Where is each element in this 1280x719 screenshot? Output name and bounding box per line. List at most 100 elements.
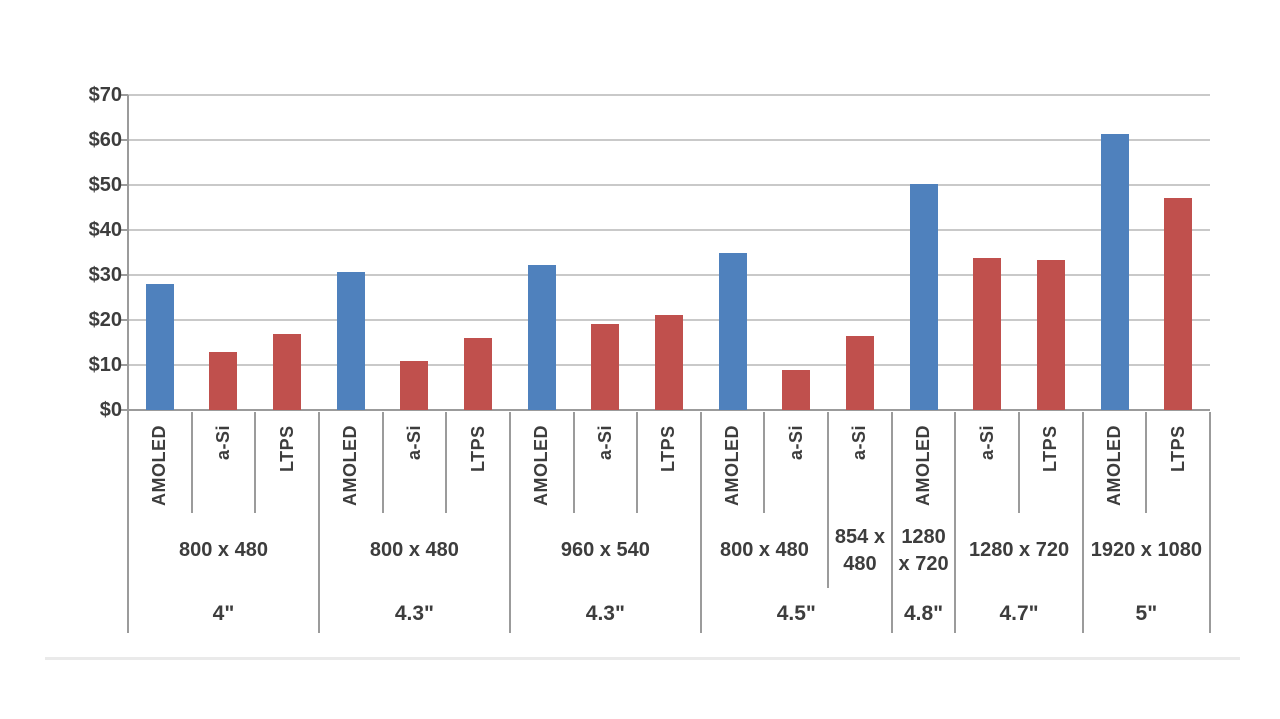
tech-label: a-Si: [764, 413, 828, 513]
bar-amoled: [909, 183, 938, 410]
category-separator-line: [763, 412, 766, 513]
bar-asi: [591, 323, 620, 410]
resolution-label: 800 x 480: [369, 539, 459, 561]
grid-line: [128, 229, 1210, 231]
bar-amoled: [1100, 133, 1129, 410]
tech-label: LTPS: [637, 413, 701, 513]
grid-line: [128, 274, 1210, 276]
tech-label-text: LTPS: [467, 425, 488, 472]
category-separator-line: [572, 412, 575, 513]
resolution-label: 1280 x 720: [968, 539, 1070, 561]
tech-label: LTPS: [1019, 413, 1083, 513]
tech-label-text: AMOLED: [722, 425, 743, 506]
tech-label-text: a-Si: [785, 425, 806, 461]
tech-label-text: a-Si: [212, 425, 233, 461]
artifact-line: [45, 657, 1240, 660]
tech-label-text: AMOLED: [531, 425, 552, 506]
resolution-label: 854 x 480: [834, 525, 885, 575]
y-axis-label: $40: [88, 219, 122, 241]
tech-label-text: AMOLED: [913, 425, 934, 506]
category-separator-line: [699, 412, 702, 633]
category-separator-line: [890, 412, 893, 633]
tech-label-text: LTPS: [658, 425, 679, 472]
tech-label: AMOLED: [128, 413, 192, 513]
tech-label: AMOLED: [510, 413, 574, 513]
resolution-label: 960 x 540: [560, 539, 650, 561]
category-separator-line: [1081, 412, 1084, 633]
category-separator-line: [636, 412, 639, 513]
size-label: 5": [1135, 602, 1158, 625]
y-axis-label: $10: [88, 354, 122, 376]
category-separator-line: [381, 412, 384, 513]
y-axis-tick: [120, 274, 128, 276]
category-separator-line: [317, 412, 320, 633]
category-separator-line: [827, 412, 830, 588]
resolution-label: 1280 x 720: [898, 525, 949, 575]
bar-ltps: [655, 314, 683, 410]
tech-label: LTPS: [446, 413, 510, 513]
y-axis-tick: [120, 364, 128, 366]
bar-asi: [209, 351, 238, 410]
y-axis-label: $60: [88, 129, 122, 151]
tech-label: a-Si: [955, 413, 1019, 513]
tech-label-text: LTPS: [276, 425, 297, 472]
size-label: 4.3": [585, 602, 625, 625]
tech-label: LTPS: [1146, 413, 1210, 513]
size-label: 4": [212, 602, 235, 625]
bar-asi: [973, 257, 1002, 410]
bar-ltps: [1036, 260, 1065, 410]
category-separator-line: [1209, 412, 1211, 633]
category-separator-line: [1145, 412, 1148, 513]
y-axis-line: [127, 95, 129, 633]
bar-amoled: [145, 284, 174, 410]
y-axis-label: $20: [88, 309, 122, 331]
y-axis-tick: [120, 139, 128, 141]
tech-label: LTPS: [255, 413, 319, 513]
grid-line: [128, 94, 1210, 96]
tech-label: a-Si: [383, 413, 447, 513]
bar-amoled: [336, 272, 365, 410]
size-label: 4.7": [999, 602, 1039, 625]
tech-label: AMOLED: [319, 413, 383, 513]
y-axis-tick: [120, 184, 128, 186]
tech-label-text: a-Si: [594, 425, 615, 461]
category-separator-line: [445, 412, 448, 513]
y-axis-tick: [120, 94, 128, 96]
tech-label-text: AMOLED: [149, 425, 170, 506]
category-separator-line: [254, 412, 257, 513]
tech-label: a-Si: [828, 413, 892, 513]
tech-label: AMOLED: [892, 413, 956, 513]
tech-label-text: a-Si: [849, 425, 870, 461]
tech-label: AMOLED: [1083, 413, 1147, 513]
resolution-label: 800 x 480: [719, 539, 809, 561]
tech-label-text: a-Si: [976, 425, 997, 461]
y-axis-label: $0: [99, 399, 122, 421]
size-label: 4.5": [776, 602, 816, 625]
tech-label-text: a-Si: [403, 425, 424, 461]
tech-label: a-Si: [574, 413, 638, 513]
size-label: 4.8": [903, 602, 944, 625]
grid-line: [128, 139, 1210, 141]
category-separator-line: [190, 412, 193, 513]
resolution-label: 800 x 480: [178, 539, 268, 561]
y-axis-tick: [120, 409, 128, 411]
category-separator-line: [954, 412, 957, 633]
bar-asi: [400, 360, 429, 410]
y-axis-tick: [120, 319, 128, 321]
bar-ltps: [1164, 197, 1193, 410]
bar-amoled: [527, 264, 556, 410]
tech-label: AMOLED: [701, 413, 765, 513]
bar-amoled: [718, 252, 747, 410]
category-separator-line: [1018, 412, 1021, 513]
resolution-label: 1920 x 1080: [1090, 539, 1202, 561]
y-axis-label: $70: [88, 84, 122, 106]
size-label: 4.3": [394, 602, 434, 625]
tech-label: a-Si: [192, 413, 256, 513]
tech-label-text: AMOLED: [1104, 425, 1125, 506]
y-axis-tick: [120, 229, 128, 231]
bar-ltps: [464, 338, 493, 410]
tech-label-text: LTPS: [1040, 425, 1061, 472]
bar-ltps: [273, 334, 302, 410]
tech-label-text: LTPS: [1167, 425, 1188, 472]
